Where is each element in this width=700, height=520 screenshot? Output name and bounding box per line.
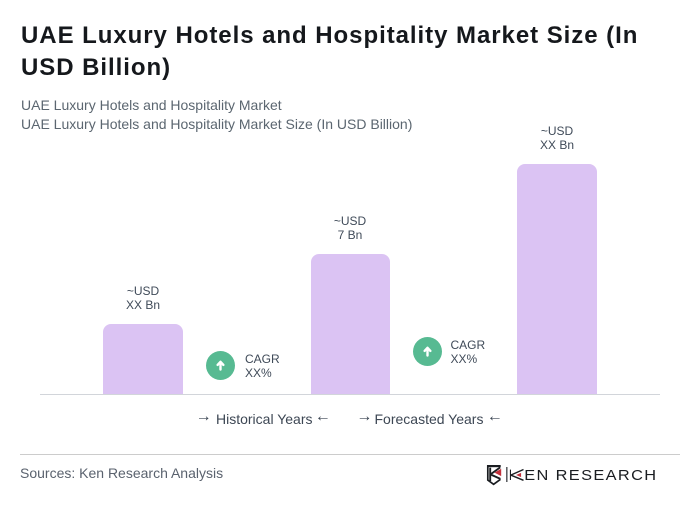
svg-text:EN RESEARCH: EN RESEARCH xyxy=(524,468,657,484)
